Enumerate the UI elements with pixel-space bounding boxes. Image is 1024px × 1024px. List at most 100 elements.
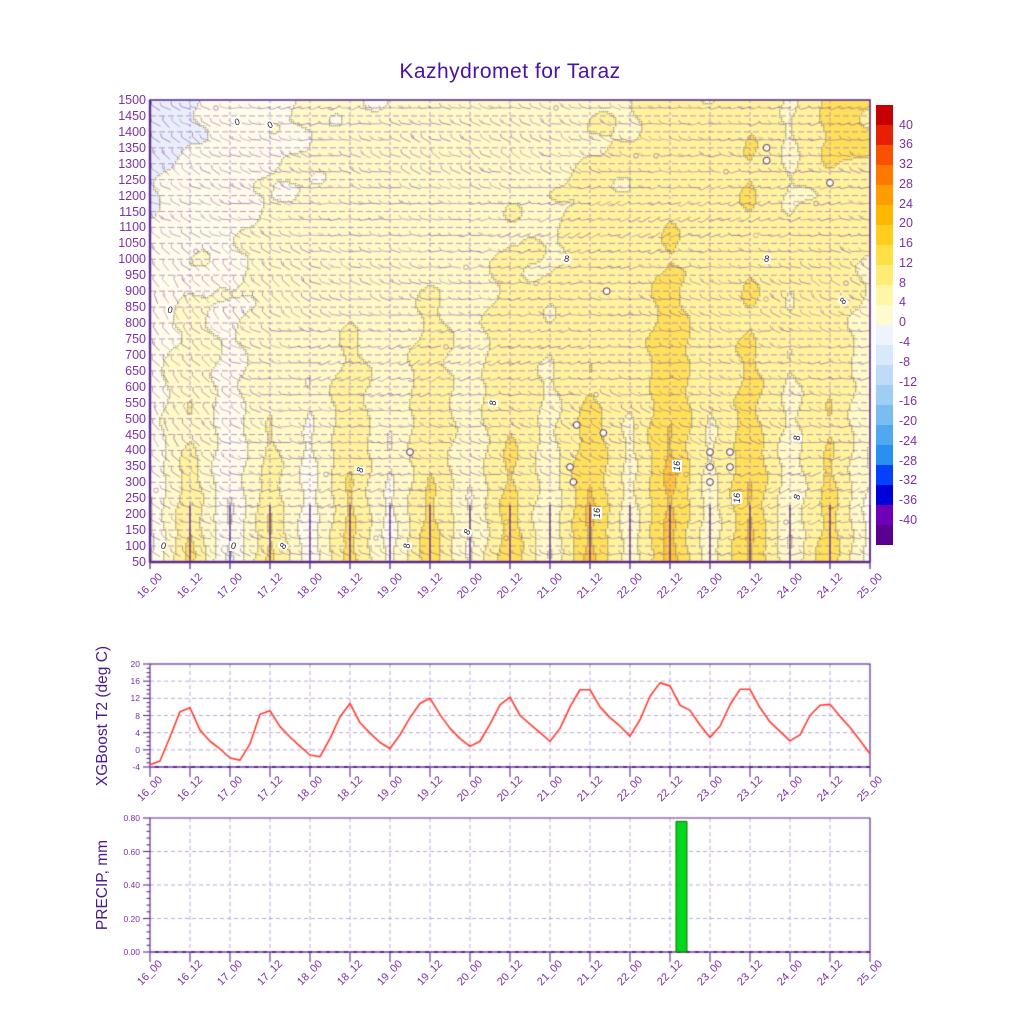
colorbar-tick-label: 32 bbox=[899, 157, 913, 172]
main-y-tick-label: 1100 bbox=[119, 220, 146, 235]
contour-label: 0 bbox=[229, 541, 237, 552]
colorbar-segment bbox=[876, 125, 893, 145]
contour-label: 8 bbox=[401, 542, 412, 550]
colorbar-segment bbox=[876, 265, 893, 285]
contour-label: 8 bbox=[791, 492, 803, 501]
contour-label: 8 bbox=[791, 434, 802, 442]
colorbar-tick-label: -20 bbox=[899, 414, 918, 429]
main-y-tick-label: 150 bbox=[125, 523, 146, 538]
precip-y-tick-label: 0.80 bbox=[123, 813, 140, 823]
main-y-tick-label: 850 bbox=[125, 300, 146, 315]
contour-label: 16 bbox=[591, 506, 602, 519]
colorbar-tick-label: 24 bbox=[899, 196, 913, 211]
main-y-tick-label: 1300 bbox=[118, 156, 146, 171]
main-y-tick-label: 1450 bbox=[118, 108, 146, 123]
colorbar-tick-label: 28 bbox=[899, 176, 913, 191]
colorbar-segment bbox=[876, 425, 893, 445]
colorbar-segment bbox=[876, 405, 893, 425]
colorbar-tick-label: -36 bbox=[899, 493, 918, 508]
colorbar-segment bbox=[876, 285, 893, 305]
colorbar-segment bbox=[876, 485, 893, 505]
colorbar-segment bbox=[876, 205, 893, 225]
main-y-tick-label: 500 bbox=[125, 411, 146, 426]
colorbar-segment bbox=[876, 225, 893, 245]
contour-label: 8 bbox=[563, 254, 571, 265]
colorbar-tick-label: -40 bbox=[899, 512, 918, 527]
colorbar-tick-label: -16 bbox=[899, 394, 918, 409]
colorbar-tick-label: 0 bbox=[899, 315, 906, 330]
colorbar-segment bbox=[876, 305, 893, 325]
main-y-tick-label: 950 bbox=[125, 268, 146, 283]
colorbar-segment bbox=[876, 185, 893, 205]
colorbar-tick-label: -4 bbox=[899, 334, 911, 349]
main-y-tick-label: 100 bbox=[125, 539, 146, 554]
colorbar-segment bbox=[876, 145, 893, 165]
colorbar-tick-label: 4 bbox=[899, 295, 906, 310]
main-y-tick-label: 600 bbox=[125, 379, 146, 394]
t2-y-tick-label: 4 bbox=[135, 727, 140, 738]
main-y-tick-label: 1250 bbox=[118, 172, 146, 187]
colorbar-segment bbox=[876, 445, 893, 465]
t2-axis-title: XGBoost T2 (deg C) bbox=[94, 645, 111, 787]
colorbar-segment bbox=[876, 105, 893, 125]
main-y-tick-label: 1500 bbox=[118, 93, 146, 107]
colorbar-tick-label: 8 bbox=[899, 275, 906, 290]
main-y-tick-label: 300 bbox=[125, 475, 146, 490]
colorbar-segment bbox=[876, 245, 893, 265]
colorbar-tick-label: -24 bbox=[899, 433, 918, 448]
main-y-tick-label: 200 bbox=[125, 507, 146, 522]
colorbar-tick-label: 20 bbox=[899, 216, 913, 231]
t2-y-tick-label: 16 bbox=[130, 676, 140, 687]
colorbar-tick-label: -8 bbox=[899, 354, 911, 369]
chart-title: Kazhydromet for Taraz bbox=[399, 60, 621, 83]
colorbar-tick-label: 36 bbox=[899, 137, 913, 152]
main-y-tick-label: 400 bbox=[125, 443, 146, 458]
main-y-tick-label: 1000 bbox=[118, 252, 146, 267]
colorbar-tick-label: 12 bbox=[899, 255, 913, 270]
colorbar-tick-label: -28 bbox=[899, 453, 918, 468]
colorbar-segment bbox=[876, 465, 893, 485]
colorbar-segment bbox=[876, 165, 893, 185]
precip-y-tick-label: 0.60 bbox=[123, 846, 140, 857]
t2-y-tick-label: 12 bbox=[130, 693, 140, 704]
colorbar-tick-label: 40 bbox=[899, 117, 913, 132]
main-y-tick-label: 700 bbox=[125, 347, 146, 362]
main-y-tick-label: 900 bbox=[125, 284, 146, 299]
colorbar-segment bbox=[876, 385, 893, 405]
contour-label: 16 bbox=[731, 492, 742, 505]
main-y-tick-label: 50 bbox=[132, 555, 146, 569]
main-y-tick-label: 650 bbox=[125, 363, 146, 378]
main-y-tick-label: 1050 bbox=[118, 236, 146, 251]
precip-y-tick-label: 0.40 bbox=[123, 880, 140, 890]
main-y-tick-label: 1400 bbox=[118, 124, 146, 139]
colorbar-tick-label: -12 bbox=[899, 374, 918, 389]
colorbar-segment bbox=[876, 345, 893, 365]
t2-y-tick-label: 20 bbox=[130, 659, 140, 669]
main-y-tick-label: 1350 bbox=[118, 140, 146, 155]
main-y-tick-label: 550 bbox=[125, 395, 146, 410]
main-y-tick-label: 800 bbox=[125, 316, 146, 331]
colorbar-segment bbox=[876, 505, 893, 525]
main-y-tick-label: 450 bbox=[125, 427, 146, 442]
precip-y-tick-label: 0.20 bbox=[123, 913, 140, 924]
t2-y-tick-label: 8 bbox=[135, 710, 140, 721]
temperature-colorbar bbox=[876, 105, 893, 545]
contour-label: 8 bbox=[488, 399, 499, 407]
main-y-tick-label: 750 bbox=[125, 331, 146, 346]
contour-label: 8 bbox=[354, 465, 366, 474]
precip-axis-title: PRECIP, mm bbox=[94, 839, 111, 931]
t2-y-tick-label: 0 bbox=[135, 744, 140, 755]
main-y-tick-label: 1200 bbox=[118, 188, 146, 203]
colorbar-tick-label: 16 bbox=[899, 236, 913, 251]
contour-label: 8 bbox=[763, 254, 771, 265]
t2-y-tick-label: -4 bbox=[132, 762, 140, 772]
colorbar-segment bbox=[876, 525, 893, 545]
colorbar-tick-label: -32 bbox=[899, 473, 918, 488]
main-y-tick-label: 350 bbox=[125, 459, 146, 474]
main-y-tick-label: 1150 bbox=[119, 204, 146, 219]
main-y-tick-label: 250 bbox=[125, 491, 146, 506]
contour-label: 0 bbox=[166, 305, 174, 316]
contour-label: 0 bbox=[159, 541, 167, 552]
